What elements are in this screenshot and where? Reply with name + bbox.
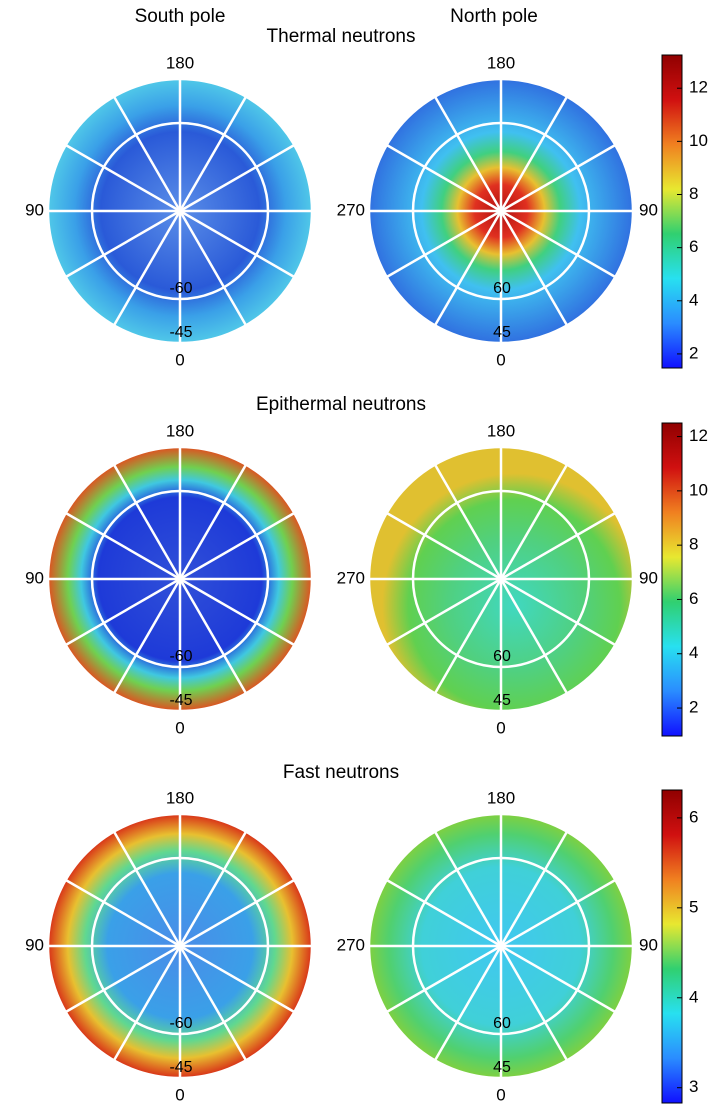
latitude-label: 45	[493, 1059, 511, 1076]
latitude-label: -60	[169, 648, 192, 665]
latitude-label: -60	[169, 280, 192, 297]
latitude-label: 60	[493, 280, 511, 297]
colorbar-tick-label: 10	[689, 480, 708, 499]
colorbar	[662, 423, 682, 736]
latitude-label: 45	[493, 692, 511, 709]
longitude-label: 180	[487, 53, 515, 72]
colorbar-tick-label: 8	[689, 535, 698, 554]
colorbar-tick-label: 12	[689, 426, 708, 445]
row-title: Epithermal neutrons	[256, 394, 426, 415]
colorbar-tick-label: 3	[689, 1077, 698, 1096]
colorbar-tick-label: 12	[689, 78, 708, 97]
colorbar-tick-label: 4	[689, 643, 698, 662]
longitude-label: 180	[166, 421, 194, 440]
colorbar-tick-label: 2	[689, 343, 698, 362]
latitude-label: -45	[169, 1059, 192, 1076]
longitude-label: 90	[639, 935, 658, 954]
longitude-label: 90	[639, 200, 658, 219]
colorbar-tick-label: 6	[689, 589, 698, 608]
colorbar-tick-label: 4	[689, 987, 698, 1006]
row-title: Thermal neutrons	[267, 26, 416, 47]
latitude-label: -60	[169, 1015, 192, 1032]
longitude-label: 270	[337, 200, 365, 219]
colorbar-tick-label: 6	[689, 807, 698, 826]
longitude-label: 270	[337, 568, 365, 587]
longitude-label: 0	[175, 1085, 184, 1104]
longitude-label: 180	[166, 788, 194, 807]
colorbar-tick-label: 6	[689, 237, 698, 256]
colorbar-tick-label: 2	[689, 698, 698, 717]
longitude-label: 0	[496, 1085, 505, 1104]
latitude-label: -45	[169, 324, 192, 341]
latitude-label: 45	[493, 324, 511, 341]
row-title: Fast neutrons	[283, 762, 399, 783]
longitude-label: 270	[337, 935, 365, 954]
colorbar-tick-label: 8	[689, 184, 698, 203]
longitude-label: 90	[25, 200, 44, 219]
longitude-label: 180	[166, 53, 194, 72]
longitude-label: 0	[496, 350, 505, 369]
colorbar-tick-label: 5	[689, 897, 698, 916]
column-title: North pole	[450, 6, 538, 27]
colorbar-tick-label: 10	[689, 131, 708, 150]
latitude-label: 60	[493, 1015, 511, 1032]
longitude-label: 90	[25, 935, 44, 954]
colorbar	[662, 55, 682, 368]
column-title: South pole	[135, 6, 226, 27]
longitude-label: 90	[639, 568, 658, 587]
longitude-label: 180	[487, 788, 515, 807]
layer: South pole North pole	[135, 6, 538, 27]
colorbar-tick-label: 4	[689, 290, 698, 309]
longitude-label: 0	[175, 718, 184, 737]
longitude-label: 90	[25, 568, 44, 587]
longitude-label: 0	[175, 350, 184, 369]
latitude-label: -45	[169, 692, 192, 709]
colorbar	[662, 790, 682, 1103]
longitude-label: 0	[496, 718, 505, 737]
latitude-label: 60	[493, 648, 511, 665]
figure: South pole North pole Thermal neutrons -6…	[0, 0, 720, 1107]
longitude-label: 180	[487, 421, 515, 440]
